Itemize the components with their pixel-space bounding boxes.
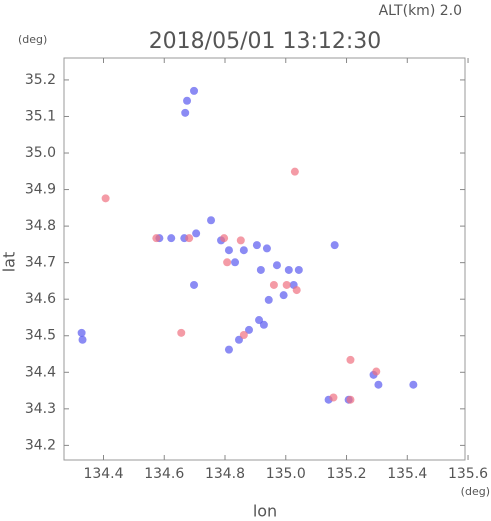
y-tick-label: 35.1 (25, 108, 56, 124)
x-tick-label: 135.2 (326, 466, 366, 482)
echo-point (282, 280, 291, 289)
chart-title: 2018/05/01 13:12:30 (149, 29, 382, 54)
y-tick-label: 35.0 (25, 145, 56, 161)
echo-point (239, 246, 248, 255)
echo-point (78, 335, 87, 344)
y-tick-label: 34.6 (25, 291, 56, 307)
echo-point (374, 380, 383, 389)
echo-point (236, 236, 245, 245)
echo-point (290, 167, 299, 176)
echo-point (256, 265, 265, 274)
x-tick-label: 135.6 (448, 466, 488, 482)
y-tick-label: 34.4 (25, 364, 56, 380)
echo-point (329, 393, 338, 402)
echo-point (190, 280, 199, 289)
x-tick-label: 134.8 (205, 466, 245, 482)
echo-point (264, 295, 273, 304)
echo-point (190, 86, 199, 95)
y-unit: (deg) (18, 33, 47, 46)
echo-point (220, 234, 229, 243)
y-tick-label: 34.9 (25, 182, 56, 198)
echo-point (207, 216, 216, 225)
echo-point (284, 265, 293, 274)
y-tick-label: 34.5 (25, 328, 56, 344)
echo-point (183, 96, 192, 105)
echo-point (77, 328, 86, 337)
echo-point (259, 320, 268, 329)
echo-point (252, 241, 261, 250)
echo-point (224, 345, 233, 354)
echo-point (372, 367, 381, 376)
echo-point (177, 328, 186, 337)
echo-point (167, 234, 176, 243)
echo-point (185, 234, 194, 243)
echo-point (330, 241, 339, 250)
echo-point (272, 261, 281, 270)
echo-point (346, 395, 355, 404)
y-tick-label: 35.2 (25, 72, 56, 88)
x-tick-label: 134.4 (83, 466, 123, 482)
y-tick-label: 34.7 (25, 255, 56, 271)
echo-point (262, 244, 271, 253)
echo-point (152, 234, 161, 243)
x-axis-label: lon (253, 502, 277, 521)
echo-point (224, 246, 233, 255)
chart-subtitle: ALT(km) 2.0 (379, 3, 462, 19)
echo-point (409, 380, 418, 389)
echo-point (239, 331, 248, 340)
echo-point (223, 258, 232, 267)
echo-point (292, 286, 301, 295)
echo-point (231, 258, 240, 267)
echo-point (181, 108, 190, 117)
x-unit: (deg) (461, 485, 490, 498)
echo-point (245, 325, 254, 334)
y-axis-label: lat (0, 252, 19, 273)
x-tick-label: 135.4 (387, 466, 427, 482)
echo-point (294, 265, 303, 274)
echo-point (279, 291, 288, 300)
plot-frame (63, 57, 466, 461)
y-tick-label: 34.8 (25, 218, 56, 234)
echo-point (346, 355, 355, 364)
x-tick-label: 135.0 (266, 466, 306, 482)
echo-point (101, 194, 110, 203)
y-tick-label: 34.3 (25, 401, 56, 417)
echo-point (269, 280, 278, 289)
y-tick-label: 34.2 (25, 437, 56, 453)
x-tick-label: 134.6 (144, 466, 184, 482)
echo-point (192, 229, 201, 238)
